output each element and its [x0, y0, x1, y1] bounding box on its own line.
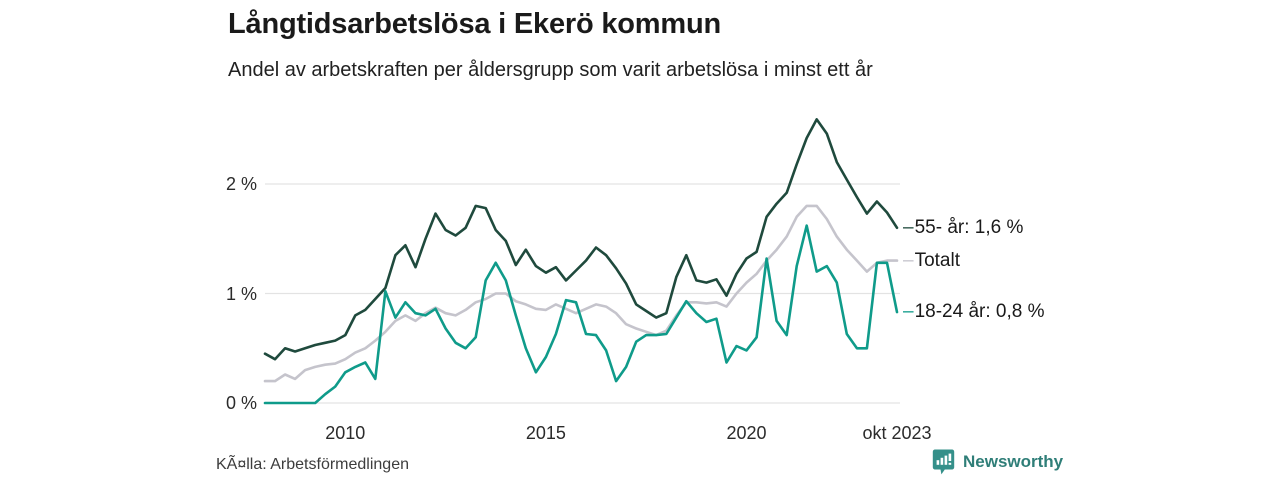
x-axis-tick-label: 2010 [325, 423, 366, 443]
series-line-Totalt [263, 204, 899, 383]
series-end-label-18-24 år: –18-24 år: 0,8 % [903, 300, 1045, 324]
newsworthy-logo: Newsworthy [932, 449, 1063, 475]
series-line-18-24 år [263, 224, 899, 405]
newsworthy-wordmark: Newsworthy [963, 452, 1064, 471]
series-end-label-Totalt: –Totalt [903, 249, 960, 273]
y-axis-tick-label: 2 % [225, 174, 257, 194]
source-text: KÃ¤lla: Arbetsförmedlingen [216, 456, 409, 473]
page-subtitle: Andel av arbetskraften per åldersgrupp s… [228, 59, 873, 81]
label-tick-dash: – [903, 301, 914, 323]
x-axis-tick-label: 2020 [726, 423, 767, 443]
page-title: Långtidsarbetslösa i Ekerö kommun [228, 8, 721, 40]
label-tick-dash: – [903, 216, 914, 238]
x-axis-tick-label: 2015 [525, 423, 566, 443]
newsworthy-bubble-chart-icon [932, 449, 955, 475]
label-tick-dash: – [903, 249, 914, 271]
series-end-label-text: 18-24 år: 0,8 % [914, 301, 1045, 323]
x-axis-tick-label: okt 2023 [862, 423, 932, 443]
series-end-label-text: Totalt [914, 249, 960, 271]
series-end-label-55- år: –55- år: 1,6 % [903, 216, 1023, 240]
y-axis-tick-label: 1 % [225, 283, 257, 304]
series-end-label-text: 55- år: 1,6 % [914, 216, 1024, 238]
y-axis-tick-label: 0 % [225, 393, 257, 413]
series-line-55- år [263, 118, 899, 361]
